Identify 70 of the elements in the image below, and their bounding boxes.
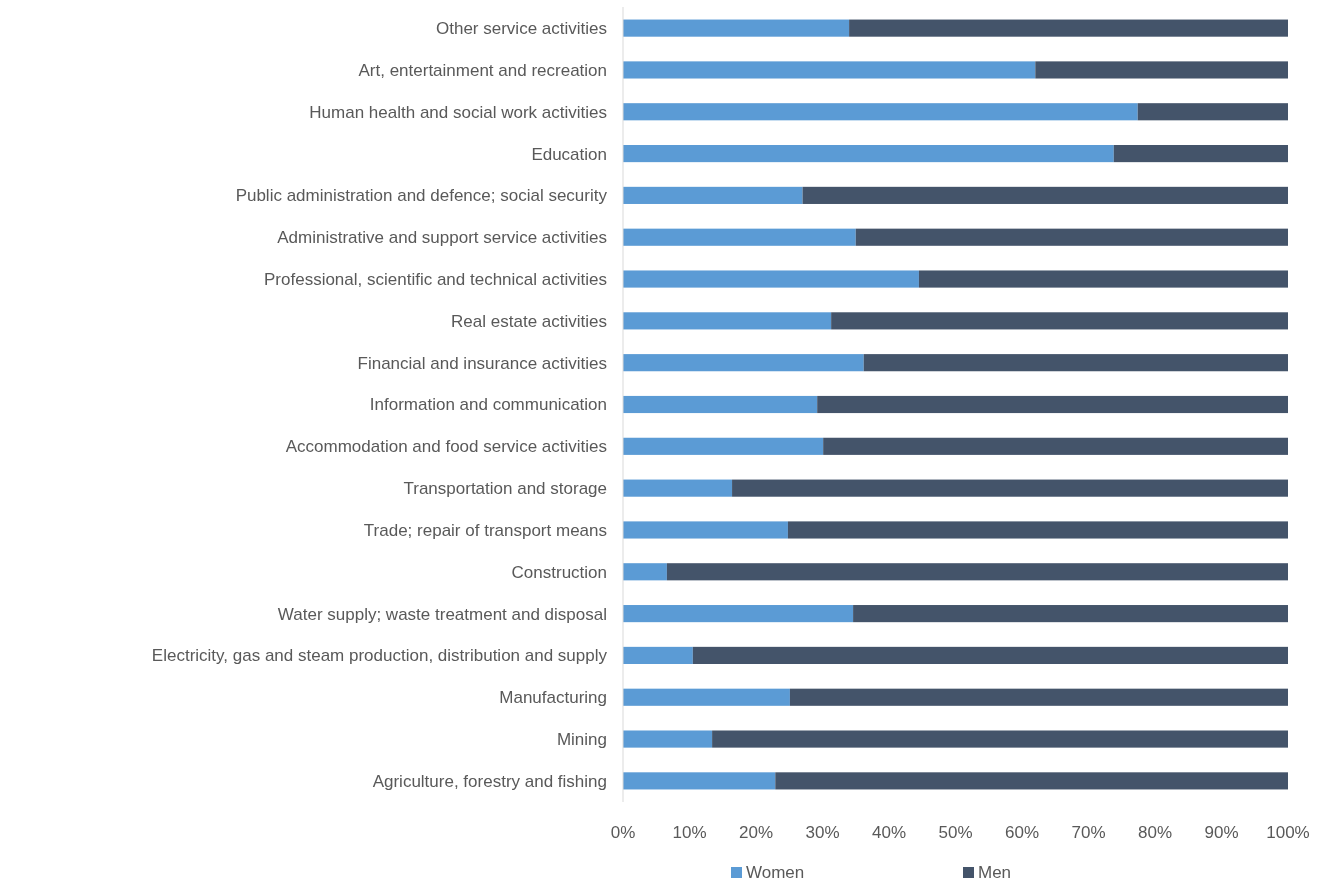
y-tick-label: Public administration and defence; social security [235, 186, 608, 206]
bar [623, 772, 776, 790]
y-tick-label: Water supply; waste treatment and disposal [277, 604, 607, 624]
y-tick-label: Professional, scientific and technical activities [264, 269, 607, 289]
y-tick-label: Information and communication [369, 395, 607, 415]
y-tick-label: Agriculture, forestry and fishing [372, 771, 607, 791]
bar [623, 395, 818, 414]
x-tick-label: 80% [1137, 823, 1173, 842]
x-tick-label: 90% [1204, 823, 1239, 842]
bar [789, 688, 1288, 706]
x-tick-label: 30% [805, 823, 840, 842]
bar [623, 103, 1138, 121]
y-tick-label: Art, entertainment and recreation [358, 60, 607, 80]
bar [855, 228, 1288, 246]
bar [623, 688, 790, 706]
bar [623, 479, 733, 497]
x-tick-label: 50% [938, 823, 973, 842]
bar [1035, 61, 1288, 79]
bar [623, 228, 856, 246]
bar [623, 61, 1036, 79]
y-tick-label: Mining [556, 730, 607, 750]
y-tick-label: Real estate activities [451, 311, 607, 331]
y-tick-label: Manufacturing [499, 688, 607, 708]
x-tick-label: 0% [610, 823, 636, 842]
bar [918, 270, 1288, 288]
bar [802, 186, 1288, 204]
y-tick-label: Human health and social work activities [309, 102, 607, 122]
y-tick-label: Administrative and support service activities [277, 228, 607, 248]
bar [712, 730, 1288, 748]
x-tick-label: 100% [1266, 823, 1310, 842]
y-tick-label: Other service activities [436, 19, 607, 39]
y-tick-label: Construction [511, 562, 607, 582]
bar [623, 605, 854, 623]
bar [831, 312, 1288, 330]
bar [775, 772, 1288, 790]
legend-label: Men [978, 863, 1012, 882]
x-tick-label: 40% [871, 823, 907, 842]
bar [817, 395, 1288, 414]
bar [863, 354, 1288, 372]
y-tick-label: Trade; repair of transport means [363, 520, 607, 540]
bar [623, 270, 919, 288]
bar [1137, 103, 1288, 121]
bar [692, 646, 1288, 664]
bar [623, 730, 713, 748]
bar [823, 437, 1288, 455]
y-tick-label: Education [531, 144, 607, 164]
y-tick-label: Electricity, gas and steam production, distribution and supply [151, 646, 608, 666]
bar [623, 563, 667, 581]
bar [623, 437, 824, 455]
bar [623, 354, 864, 372]
y-tick-label: Transportation and storage [403, 479, 607, 499]
bar [623, 186, 803, 204]
legend-label: Women [746, 863, 805, 882]
bar [732, 479, 1288, 497]
x-tick-label: 70% [1071, 823, 1106, 842]
bar [623, 521, 788, 539]
bar [853, 605, 1288, 623]
bar [623, 145, 1114, 163]
bar [1113, 145, 1288, 163]
y-tick-label: Accommodation and food service activities [285, 437, 607, 457]
bar [623, 312, 832, 330]
bar [666, 563, 1288, 581]
bar [623, 19, 850, 37]
bar [623, 646, 693, 664]
bar [787, 521, 1288, 539]
x-tick-label: 60% [1004, 823, 1040, 842]
bar [849, 19, 1288, 37]
y-tick-label: Financial and insurance activities [357, 353, 607, 373]
x-tick-label: 20% [738, 823, 774, 842]
x-tick-label: 10% [672, 823, 707, 842]
